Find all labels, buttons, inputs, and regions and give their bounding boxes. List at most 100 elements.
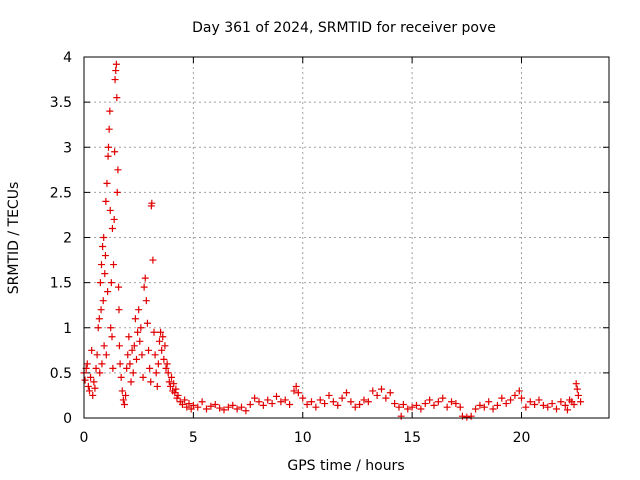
data-point [114,166,122,174]
data-point [426,396,434,404]
data-point [137,324,145,332]
data-point [109,364,117,372]
data-point [563,406,571,414]
data-point [136,337,144,345]
data-point [163,360,171,368]
data-points [80,60,585,421]
data-point [105,143,112,151]
data-point [511,391,519,399]
data-point [539,401,547,409]
chart-title: Day 361 of 2024, SRMTID for receiver pov… [192,20,496,36]
data-point [178,400,186,408]
data-point [93,351,101,359]
data-point [476,401,484,409]
data-point [467,412,475,420]
data-point [98,360,106,368]
data-point [577,398,585,406]
data-point [294,389,302,397]
data-point [220,406,228,414]
data-point [120,400,128,408]
data-point [386,389,394,397]
data-point [194,403,202,411]
data-point [168,373,175,381]
data-point [96,369,104,377]
y-tick-label: 2 [63,231,72,247]
data-point [127,378,135,386]
data-point [84,382,92,390]
data-point [489,405,497,413]
data-point [150,328,158,336]
data-point [102,197,110,205]
data-point [268,400,276,408]
data-point [140,283,148,291]
data-point [119,396,127,404]
y-tick-label: 2.5 [50,185,72,201]
data-point [458,412,466,420]
data-point [502,400,510,408]
data-point [112,60,120,68]
data-point [142,297,150,305]
data-point [421,400,429,408]
data-point [98,261,105,269]
data-point [147,378,155,386]
y-tick-label: 1 [63,321,72,337]
y-axis-label: SRMTID / TECUs [6,182,22,295]
data-point [485,398,493,406]
data-point [81,376,89,384]
data-point [574,391,582,399]
data-point [207,402,215,410]
data-point [134,328,142,336]
data-point [141,274,149,282]
data-point [189,401,197,409]
data-point [286,400,294,408]
data-point [498,394,506,402]
data-point [108,224,116,232]
data-point [255,398,263,406]
data-point [303,400,311,408]
data-point [99,297,107,305]
data-point [198,398,206,406]
data-point [139,373,147,381]
data-point [463,413,471,421]
data-point [404,405,412,413]
data-point [452,400,460,408]
data-point [104,288,112,296]
data-point [472,405,480,413]
data-point [108,333,116,341]
data-point [443,403,451,411]
data-point [133,355,140,363]
x-tick-label: 15 [403,430,421,446]
data-point [299,394,307,402]
x-tick-label: 10 [294,430,312,446]
data-point [557,398,565,406]
x-tick-label: 0 [80,430,89,446]
data-point [112,67,120,75]
data-point [162,364,170,372]
data-point [107,324,115,332]
data-point [259,401,267,409]
data-point [110,261,118,269]
data-point [101,252,109,260]
data-point [117,373,125,381]
data-point [103,179,111,187]
data-point [493,401,501,409]
data-point [123,364,131,372]
data-point [154,360,162,368]
data-point [155,337,163,345]
data-point [515,387,523,395]
data-point [99,243,107,251]
data-point [122,391,130,399]
data-point [131,315,139,323]
data-point [96,279,104,287]
x-tick-label: 20 [513,430,531,446]
data-point [391,400,399,408]
y-tick-label: 1.5 [50,276,72,292]
data-point [158,346,166,354]
data-point [373,391,381,399]
data-point [417,405,425,413]
data-point [233,405,241,413]
data-point [548,400,556,408]
data-point [115,342,123,350]
data-point [211,400,219,408]
